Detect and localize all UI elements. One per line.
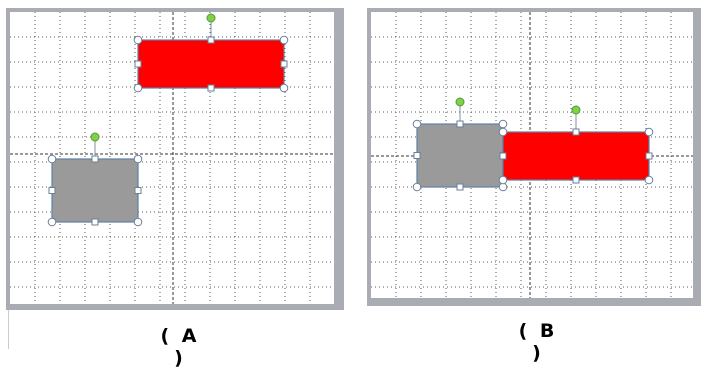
side-resize-handle[interactable] [499, 152, 507, 160]
corner-resize-handle[interactable] [498, 127, 508, 137]
rotation-handle[interactable] [571, 105, 581, 115]
rotation-handle[interactable] [206, 13, 216, 23]
side-resize-handle[interactable] [207, 84, 215, 92]
side-resize-handle[interactable] [91, 218, 99, 226]
side-resize-handle[interactable] [456, 120, 464, 128]
corner-resize-handle[interactable] [133, 83, 143, 93]
panel-a-caption: ( A ) [160, 325, 200, 369]
shape-body [51, 158, 139, 223]
corner-resize-handle[interactable] [279, 83, 289, 93]
corner-resize-handle[interactable] [498, 119, 508, 129]
corner-resize-handle[interactable] [47, 217, 57, 227]
corner-resize-handle[interactable] [412, 182, 422, 192]
corner-resize-handle[interactable] [412, 119, 422, 129]
corner-resize-handle[interactable] [644, 127, 654, 137]
side-resize-handle[interactable] [48, 187, 56, 194]
side-resize-handle[interactable] [207, 36, 215, 44]
corner-resize-handle[interactable] [498, 182, 508, 192]
side-resize-handle[interactable] [572, 128, 580, 136]
shape-body [137, 39, 285, 89]
corner-resize-handle[interactable] [133, 154, 143, 164]
rotation-handle[interactable] [90, 132, 100, 142]
panel-a-canvas [10, 12, 334, 304]
side-resize-handle[interactable] [413, 152, 421, 159]
left-edge-line [8, 310, 9, 349]
red-rectangle[interactable] [498, 105, 654, 185]
corner-resize-handle[interactable] [498, 175, 508, 185]
side-resize-handle[interactable] [572, 176, 580, 184]
corner-resize-handle[interactable] [47, 154, 57, 164]
red-rectangle[interactable] [133, 13, 289, 93]
corner-resize-handle[interactable] [133, 35, 143, 45]
corner-resize-handle[interactable] [279, 35, 289, 45]
panel-a-frame [6, 8, 344, 310]
corner-resize-handle[interactable] [644, 175, 654, 185]
panel-b-shapes[interactable] [412, 97, 654, 192]
corner-resize-handle[interactable] [133, 217, 143, 227]
shape-body [502, 131, 650, 181]
shape-body [416, 123, 504, 188]
side-resize-handle[interactable] [280, 60, 288, 68]
panel-a-shapes[interactable] [47, 13, 289, 227]
rotation-handle[interactable] [455, 97, 465, 107]
panel-b-caption: ( B ) [518, 320, 558, 364]
side-resize-handle[interactable] [134, 60, 142, 68]
side-resize-handle[interactable] [134, 187, 142, 194]
side-resize-handle[interactable] [645, 152, 653, 160]
side-resize-handle[interactable] [91, 155, 99, 163]
panel-b-canvas [371, 12, 693, 298]
gray-rectangle[interactable] [47, 132, 143, 227]
side-resize-handle[interactable] [456, 183, 464, 191]
panel-b-frame [367, 8, 701, 306]
